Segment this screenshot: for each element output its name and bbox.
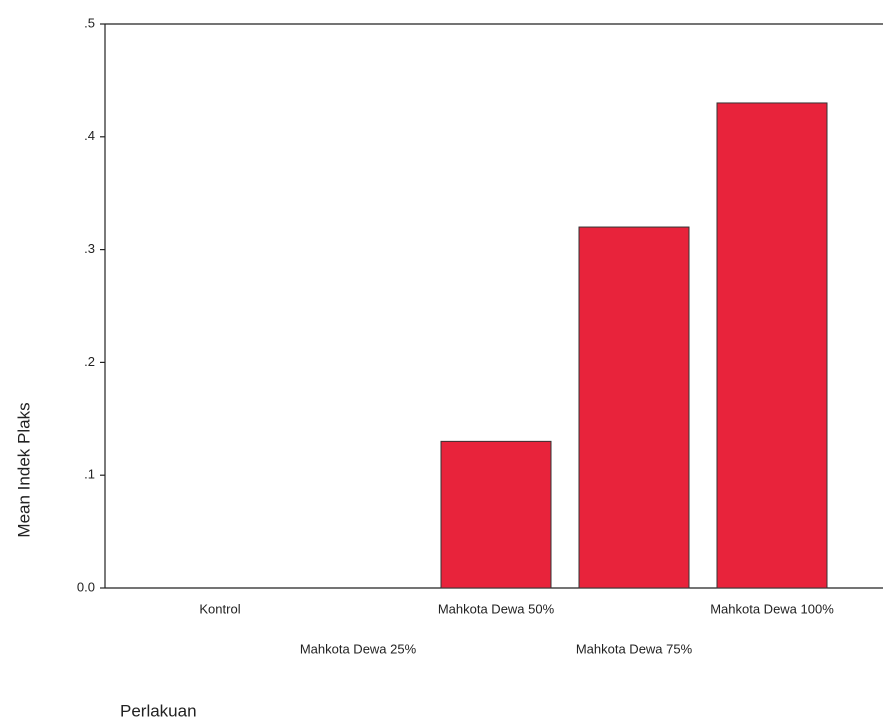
- x-tick-label: Mahkota Dewa 25%: [300, 641, 417, 656]
- x-tick-label: Mahkota Dewa 100%: [710, 601, 834, 616]
- y-tick-label: .1: [84, 467, 95, 482]
- x-tick-label: Mahkota Dewa 75%: [576, 641, 693, 656]
- x-tick-label: Mahkota Dewa 50%: [438, 601, 555, 616]
- y-tick-label: .2: [84, 354, 95, 369]
- x-tick-label: Kontrol: [199, 601, 240, 616]
- y-tick-label: .5: [84, 15, 95, 30]
- y-axis-label: Mean Indek Plaks: [14, 402, 33, 537]
- x-axis-label: Perlakuan: [120, 701, 197, 720]
- y-tick-label: .3: [84, 241, 95, 256]
- y-tick-label: 0.0: [77, 579, 95, 594]
- bar: [440, 440, 552, 589]
- y-tick-label: .4: [84, 128, 95, 143]
- bar: [578, 226, 690, 589]
- bar: [716, 102, 828, 589]
